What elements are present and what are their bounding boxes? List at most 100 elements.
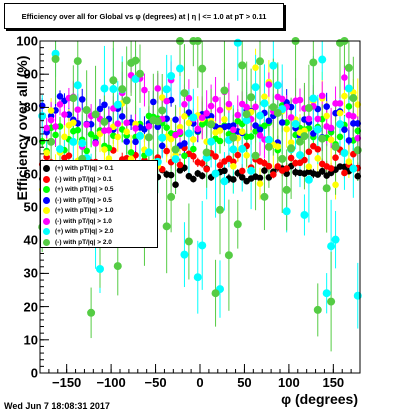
x-tick-label: 100 — [278, 375, 300, 390]
data-point — [73, 57, 82, 66]
data-point — [291, 119, 300, 128]
data-point — [341, 92, 348, 100]
data-point — [38, 138, 46, 145]
data-point — [327, 136, 335, 144]
data-point — [238, 174, 246, 181]
data-point — [233, 220, 242, 229]
data-point — [153, 117, 162, 126]
data-point — [211, 289, 220, 298]
data-point — [323, 103, 330, 110]
data-point — [256, 111, 264, 120]
data-point — [158, 142, 166, 150]
data-point — [69, 137, 78, 146]
data-point — [118, 85, 127, 94]
data-point — [203, 109, 210, 117]
data-point — [176, 161, 184, 169]
data-point — [144, 133, 153, 142]
data-point — [354, 120, 362, 127]
data-point — [243, 103, 250, 111]
data-point — [207, 137, 216, 146]
data-point — [163, 97, 170, 105]
data-point — [61, 133, 68, 141]
data-point — [162, 85, 171, 94]
legend: (+) with pT/|q| > 0.1 (-) with pT/|q| > 0… — [40, 160, 158, 248]
data-point — [185, 109, 193, 116]
data-point — [176, 123, 184, 131]
y-tick-label: 10 — [23, 332, 38, 348]
data-point — [283, 165, 290, 172]
data-point — [238, 128, 246, 136]
legend-marker-icon — [43, 186, 50, 193]
y-axis-label: Efficiency over all (%) — [14, 55, 30, 201]
data-point — [132, 138, 139, 146]
data-point — [158, 133, 167, 142]
data-point — [52, 123, 59, 130]
data-point — [318, 55, 327, 64]
data-point — [181, 152, 188, 160]
legend-label: (-) with pT/|q| > 0.5 — [55, 196, 112, 204]
data-point — [203, 165, 210, 173]
data-point — [260, 99, 269, 108]
data-point — [350, 112, 357, 120]
data-point — [181, 113, 188, 120]
data-point — [114, 120, 122, 127]
data-point — [229, 145, 238, 154]
data-point — [309, 94, 318, 103]
data-point — [296, 96, 304, 104]
data-point — [323, 112, 330, 120]
data-point — [74, 126, 82, 134]
data-point — [344, 84, 353, 93]
chart-title: Efficiency over all for Global vs φ (deg… — [4, 3, 284, 29]
data-point — [238, 144, 247, 153]
data-point — [38, 111, 47, 120]
data-point — [176, 64, 184, 73]
data-point — [340, 149, 349, 158]
data-point — [309, 58, 318, 67]
data-point — [269, 103, 278, 112]
data-point — [198, 241, 207, 250]
data-point — [167, 192, 176, 201]
data-point — [261, 93, 268, 100]
data-point — [176, 128, 184, 136]
data-point — [154, 85, 162, 92]
data-point — [61, 111, 68, 118]
data-point — [354, 134, 362, 142]
data-point — [336, 100, 344, 107]
data-point — [278, 119, 286, 126]
x-tick-label: 50 — [237, 375, 252, 390]
data-point — [56, 101, 64, 108]
data-point — [83, 147, 90, 155]
data-point — [216, 162, 224, 169]
data-point — [185, 94, 193, 102]
data-point — [256, 57, 264, 66]
data-point — [264, 135, 273, 144]
legend-marker-icon — [43, 196, 50, 204]
data-point — [216, 205, 224, 214]
data-point — [301, 156, 308, 164]
data-point — [163, 124, 170, 131]
legend-marker-icon — [43, 238, 50, 246]
data-point — [56, 145, 64, 154]
data-point — [283, 125, 290, 133]
legend-entry: (+) with pT/|q| > 0.5 — [43, 184, 114, 195]
data-point — [163, 147, 170, 155]
data-point — [220, 177, 229, 186]
legend-entry: (-) with pT/|q| > 0.1 — [43, 174, 112, 185]
data-point — [282, 185, 291, 194]
data-point — [278, 95, 286, 103]
data-point — [122, 96, 131, 105]
data-point — [247, 166, 256, 175]
data-point — [287, 139, 295, 146]
x-tick-label: −100 — [96, 375, 126, 390]
data-point — [185, 119, 193, 127]
data-point — [184, 237, 193, 246]
data-point — [132, 125, 139, 132]
data-point — [109, 76, 118, 85]
data-point — [184, 129, 193, 138]
data-point — [92, 134, 99, 142]
data-point — [190, 145, 197, 153]
data-point — [181, 101, 188, 108]
data-point — [331, 142, 340, 151]
data-point — [243, 152, 250, 159]
